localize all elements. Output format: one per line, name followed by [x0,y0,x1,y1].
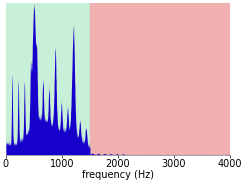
Bar [6,3,90,155]
Bar [90,3,230,155]
X-axis label: frequency (Hz): frequency (Hz) [82,170,154,180]
